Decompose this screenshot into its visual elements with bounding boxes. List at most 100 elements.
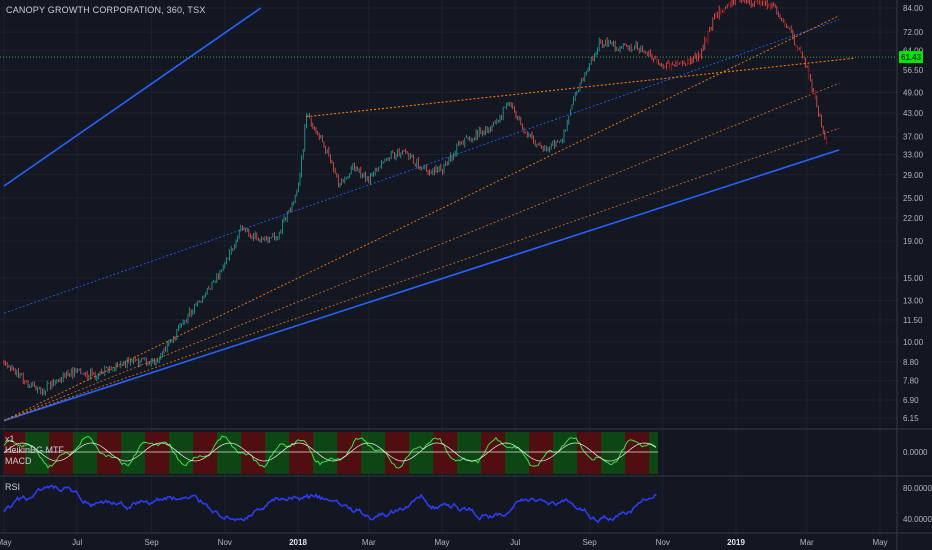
rsi-pane[interactable]	[3, 484, 657, 524]
macd-bg	[169, 432, 172, 474]
price-pane[interactable]	[0, 0, 897, 422]
macd-bg	[91, 432, 94, 474]
time-tick-label: Jul	[510, 538, 520, 547]
macd-bg	[442, 432, 445, 474]
macd-bg	[487, 432, 490, 474]
macd-bg	[205, 432, 208, 474]
macd-bg	[223, 432, 226, 474]
time-tick-label: 2018	[289, 538, 307, 547]
macd-bg	[175, 432, 178, 474]
time-tick-label: Nov	[656, 538, 670, 547]
time-tick-label: Mar	[362, 538, 376, 547]
macd-bg	[325, 432, 328, 474]
macd-bg	[382, 432, 385, 474]
macd-bg	[478, 432, 481, 474]
mid-channel-line	[3, 19, 840, 314]
macd-bg	[364, 432, 367, 474]
macd-bg	[496, 432, 499, 474]
macd-bg	[643, 432, 646, 474]
time-tick-label: May	[872, 538, 887, 547]
macd-bg	[577, 432, 580, 474]
macd-bg	[232, 432, 235, 474]
time-tick-label: Mar	[800, 538, 814, 547]
price-tick-label: 43.00	[903, 109, 924, 118]
macd-bg	[322, 432, 325, 474]
macd-bg	[280, 432, 283, 474]
indicator-label-macd: MACD	[5, 456, 32, 466]
macd-bg	[574, 432, 577, 474]
macd-bg	[583, 432, 586, 474]
macd-bg	[394, 432, 397, 474]
macd-bg	[151, 432, 154, 474]
price-axis[interactable]: 84.0072.0064.0056.5049.0043.0037.0033.00…	[899, 4, 932, 524]
macd-bg	[283, 432, 286, 474]
macd-bg	[607, 432, 610, 474]
macd-bg	[157, 432, 160, 474]
macd-bg	[181, 432, 184, 474]
price-tick-label: 7.80	[903, 377, 919, 386]
macd-bg	[511, 432, 514, 474]
macd-bg	[580, 432, 583, 474]
time-tick-label: May	[434, 538, 449, 547]
macd-bg	[490, 432, 493, 474]
price-tick-label: 33.00	[903, 151, 924, 160]
macd-bg	[400, 432, 403, 474]
macd-bg	[379, 432, 382, 474]
macd-bg	[292, 432, 295, 474]
macd-bg	[109, 432, 112, 474]
macd-bg	[397, 432, 400, 474]
macd-bg	[286, 432, 289, 474]
macd-bg	[76, 432, 79, 474]
macd-bg	[40, 432, 43, 474]
price-tick-label: 72.00	[903, 28, 924, 37]
macd-bg	[625, 432, 628, 474]
price-tick-label: 8.80	[903, 358, 919, 367]
macd-bg	[250, 432, 253, 474]
macd-bg	[388, 432, 391, 474]
macd-bg	[301, 432, 304, 474]
macd-bg	[613, 432, 616, 474]
last-price-label: 61.43	[901, 53, 922, 62]
macd-bg	[538, 432, 541, 474]
price-tick-label: 25.00	[903, 194, 924, 203]
macd-bg	[73, 432, 76, 474]
macd-bg	[217, 432, 220, 474]
macd-bg	[352, 432, 355, 474]
macd-bg	[622, 432, 625, 474]
upper-channel-line	[3, 7, 262, 187]
macd-bg	[541, 432, 544, 474]
macd-bg	[88, 432, 91, 474]
price-tick-label: 37.00	[903, 133, 924, 142]
macd-bg	[142, 432, 145, 474]
macd-bg	[640, 432, 643, 474]
macd-bg	[259, 432, 262, 474]
macd-bg	[94, 432, 97, 474]
macd-bg	[568, 432, 571, 474]
macd-pane-labels: x1 HeikinBG MTF MACD	[5, 434, 64, 467]
price-tick-label: 49.00	[903, 89, 924, 98]
macd-bg	[274, 432, 277, 474]
macd-bg	[427, 432, 430, 474]
macd-bg	[571, 432, 574, 474]
macd-bg	[190, 432, 193, 474]
macd-bg	[10, 432, 13, 474]
macd-bg	[370, 432, 373, 474]
price-tick-label: 19.00	[903, 237, 924, 246]
macd-bg	[235, 432, 238, 474]
macd-pane[interactable]	[3, 432, 658, 474]
macd-bg	[466, 432, 469, 474]
macd-bg	[22, 432, 25, 474]
time-axis[interactable]: May Jul Sep Nov 2018 Mar May Jul Sep Nov 2019 Mar Ma…	[0, 538, 888, 547]
macd-bg	[43, 432, 46, 474]
macd-bg	[406, 432, 409, 474]
macd-bg	[46, 432, 49, 474]
macd-bg	[508, 432, 511, 474]
macd-bg	[289, 432, 292, 474]
macd-bg	[112, 432, 115, 474]
macd-bg	[421, 432, 424, 474]
rsi-tick-label: 40.0000	[903, 515, 932, 524]
macd-bg	[154, 432, 157, 474]
price-tick-label: 6.15	[903, 414, 919, 423]
